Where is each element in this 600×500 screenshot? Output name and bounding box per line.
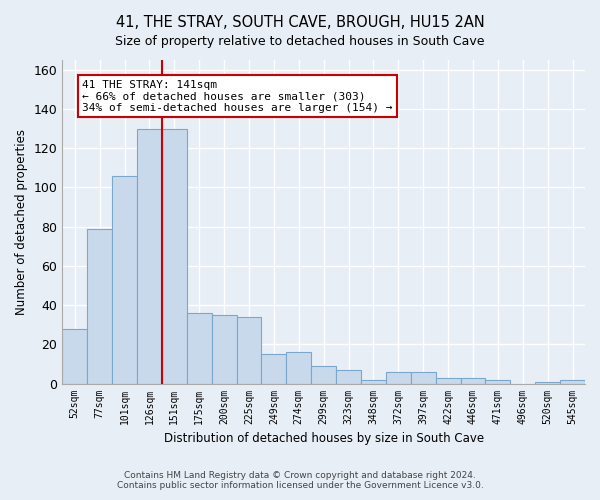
Text: Size of property relative to detached houses in South Cave: Size of property relative to detached ho… — [115, 35, 485, 48]
Bar — [386, 372, 411, 384]
Text: 41 THE STRAY: 141sqm
← 66% of detached houses are smaller (303)
34% of semi-deta: 41 THE STRAY: 141sqm ← 66% of detached h… — [82, 80, 393, 113]
Bar — [262, 354, 286, 384]
Bar — [485, 380, 511, 384]
Bar — [62, 328, 87, 384]
Bar — [187, 313, 212, 384]
Bar — [112, 176, 137, 384]
Bar — [535, 382, 560, 384]
Bar — [286, 352, 311, 384]
Bar — [162, 128, 187, 384]
Y-axis label: Number of detached properties: Number of detached properties — [15, 129, 28, 315]
Bar — [87, 228, 112, 384]
Bar — [436, 378, 461, 384]
Text: Contains HM Land Registry data © Crown copyright and database right 2024.
Contai: Contains HM Land Registry data © Crown c… — [116, 470, 484, 490]
Bar — [212, 315, 236, 384]
Bar — [560, 380, 585, 384]
Bar — [411, 372, 436, 384]
Bar — [236, 317, 262, 384]
Bar — [361, 380, 386, 384]
Bar — [137, 128, 162, 384]
X-axis label: Distribution of detached houses by size in South Cave: Distribution of detached houses by size … — [164, 432, 484, 445]
Bar — [336, 370, 361, 384]
Bar — [461, 378, 485, 384]
Bar — [311, 366, 336, 384]
Text: 41, THE STRAY, SOUTH CAVE, BROUGH, HU15 2AN: 41, THE STRAY, SOUTH CAVE, BROUGH, HU15 … — [116, 15, 484, 30]
